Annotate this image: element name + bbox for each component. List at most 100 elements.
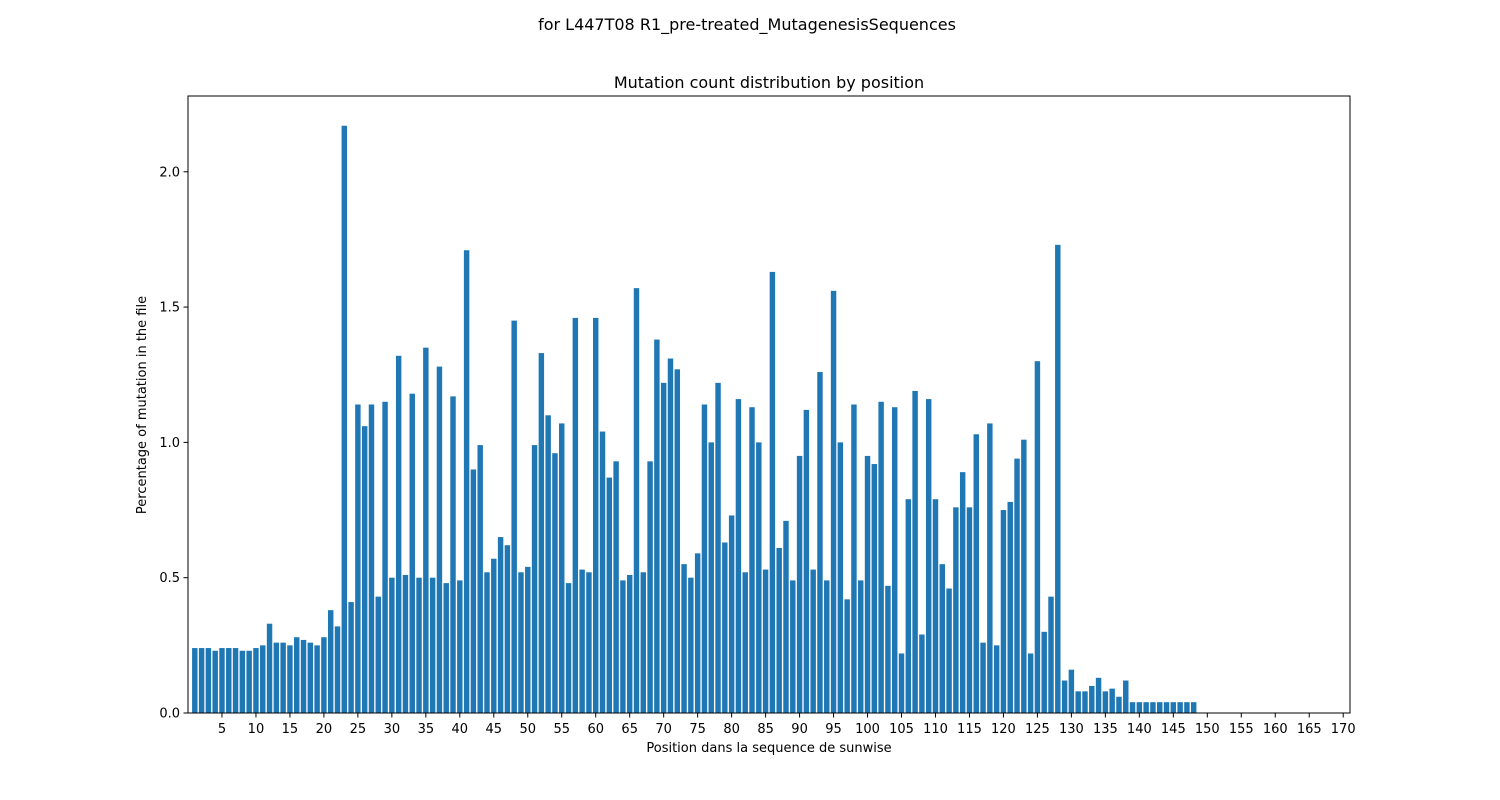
bar-position-13: [273, 642, 280, 713]
bar-position-140: [1136, 702, 1143, 713]
bar-position-46: [497, 537, 504, 713]
bar-position-17: [300, 639, 307, 713]
bar-position-134: [1095, 677, 1102, 713]
x-tick-label: 135: [1093, 722, 1118, 737]
bar-position-27: [368, 404, 375, 713]
bar-position-136: [1109, 688, 1115, 713]
bar-position-6: [226, 648, 232, 713]
x-tick-label: 120: [991, 722, 1016, 737]
bar-position-111: [939, 564, 945, 713]
bar-position-105: [898, 653, 905, 713]
bar-position-129: [1061, 680, 1068, 713]
bar-position-112: [946, 588, 952, 713]
bar-position-92: [810, 569, 816, 713]
x-tick-label: 30: [384, 722, 401, 737]
bar-position-4: [212, 650, 218, 713]
bar-position-56: [565, 583, 572, 713]
bar-position-9: [246, 650, 252, 713]
bar-position-107: [912, 390, 918, 713]
bar-position-121: [1007, 501, 1013, 713]
bar-position-142: [1150, 702, 1156, 713]
bar-position-34: [416, 577, 422, 713]
bar-position-96: [837, 442, 844, 713]
bar-position-87: [776, 547, 782, 713]
bar-position-61: [599, 431, 606, 713]
bar-position-57: [572, 317, 579, 713]
x-tick-label: 10: [248, 722, 265, 737]
bar-position-131: [1075, 691, 1081, 713]
bar-position-25: [355, 404, 361, 713]
bar-position-64: [620, 580, 626, 713]
bar-position-74: [688, 577, 694, 713]
bar-position-33: [409, 393, 415, 713]
x-tick-label: 70: [655, 722, 672, 737]
bar-position-115: [966, 507, 973, 713]
bar-position-109: [925, 399, 932, 713]
figure-suptitle: for L447T08 R1_pre-treated_MutagenesisSe…: [538, 15, 956, 35]
bar-position-31: [395, 355, 402, 713]
x-tick-label: 75: [689, 722, 706, 737]
y-axis-label: Percentage of mutation in the file: [135, 296, 150, 514]
x-tick-label: 110: [923, 722, 948, 737]
bar-position-122: [1014, 458, 1020, 713]
chart-title: Mutation count distribution by position: [614, 73, 924, 92]
bar-position-76: [701, 404, 708, 713]
x-tick-label: 100: [855, 722, 880, 737]
bar-position-38: [443, 583, 449, 713]
x-tick-label: 60: [587, 722, 604, 737]
bar-position-48: [511, 320, 517, 713]
x-tick-label: 165: [1297, 722, 1322, 737]
y-tick-label: 1.0: [159, 436, 180, 451]
bar-position-148: [1190, 702, 1197, 713]
bar-position-97: [844, 599, 850, 713]
bar-position-91: [803, 409, 810, 713]
bar-position-83: [749, 407, 755, 713]
bar-position-23: [341, 125, 348, 713]
plot-frame: [187, 95, 1351, 714]
bar-position-16: [294, 637, 300, 713]
bar-position-125: [1034, 361, 1041, 713]
bar-position-28: [375, 596, 381, 713]
bar-position-90: [796, 455, 803, 713]
x-axis-ticks: 5 10 15 20 25 30 35 40 45 50 55 60 65 70 75 80 85 90 95 100…: [218, 713, 1356, 737]
x-tick-label: 145: [1161, 722, 1186, 737]
x-tick-label: 5: [218, 722, 226, 737]
bar-position-78: [715, 382, 721, 713]
bar-position-29: [382, 401, 388, 713]
bar-position-42: [470, 469, 477, 713]
bar-position-94: [824, 580, 830, 713]
bar-position-99: [858, 580, 864, 713]
bar-position-26: [361, 426, 368, 713]
bar-position-40: [457, 580, 463, 713]
bar-position-58: [579, 569, 585, 713]
bar-position-137: [1116, 696, 1122, 713]
x-tick-label: 105: [889, 722, 914, 737]
bar-position-84: [756, 442, 762, 713]
y-tick-label: 1.5: [159, 301, 180, 316]
bar-position-95: [830, 290, 837, 713]
x-tick-label: 65: [621, 722, 638, 737]
bar-position-100: [864, 455, 871, 713]
x-tick-label: 125: [1025, 722, 1050, 737]
bar-position-8: [239, 650, 246, 713]
bar-position-98: [851, 404, 857, 713]
bar-position-106: [905, 499, 912, 713]
x-tick-label: 115: [957, 722, 982, 737]
bar-position-43: [477, 445, 483, 713]
bar-position-144: [1163, 702, 1170, 713]
x-tick-label: 160: [1263, 722, 1288, 737]
bar-position-62: [606, 477, 613, 713]
bar-position-55: [559, 423, 565, 713]
bar-position-81: [735, 399, 742, 713]
x-tick-label: 55: [553, 722, 570, 737]
x-tick-label: 95: [825, 722, 842, 737]
x-tick-label: 80: [723, 722, 740, 737]
bar-position-143: [1157, 702, 1163, 713]
x-tick-label: 140: [1127, 722, 1152, 737]
bar-position-37: [436, 366, 443, 713]
bar-position-103: [885, 585, 891, 713]
bar-position-19: [314, 645, 320, 713]
x-tick-label: 25: [350, 722, 367, 737]
x-tick-label: 40: [452, 722, 469, 737]
x-tick-label: 15: [282, 722, 299, 737]
